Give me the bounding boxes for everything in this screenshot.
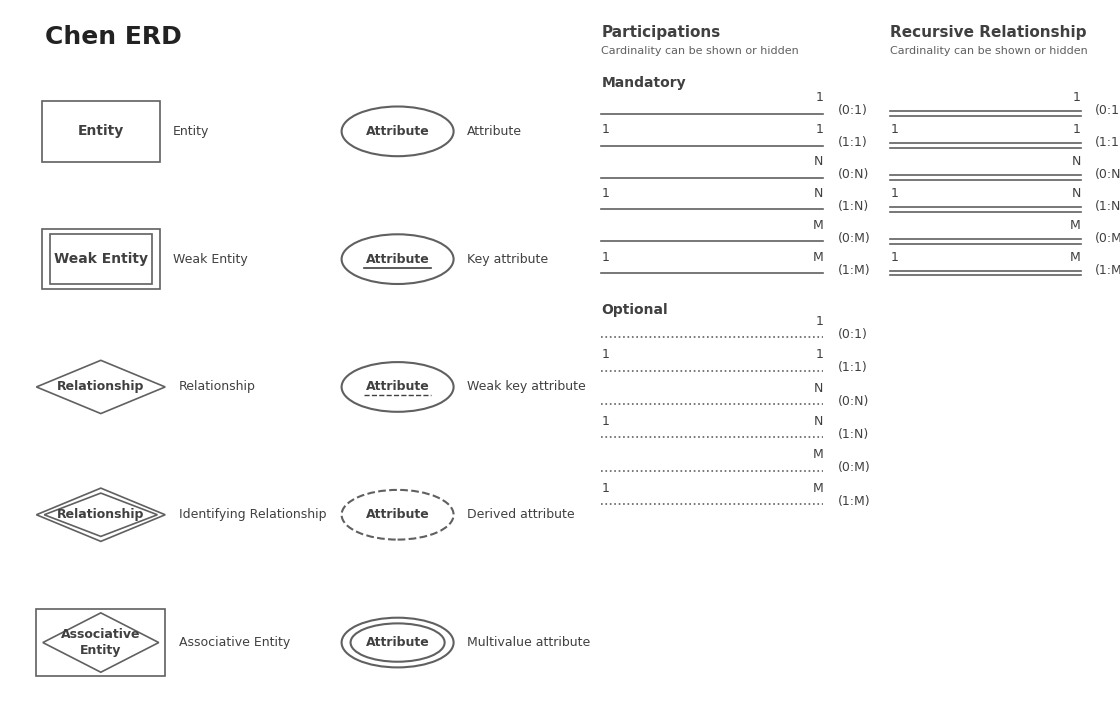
Text: N: N bbox=[814, 155, 823, 168]
Bar bbox=[49, 234, 152, 284]
Text: (1:M): (1:M) bbox=[838, 264, 870, 277]
Text: N: N bbox=[814, 187, 823, 200]
Text: (0:1): (0:1) bbox=[1095, 104, 1120, 117]
Text: 1: 1 bbox=[890, 124, 898, 136]
Polygon shape bbox=[36, 488, 166, 541]
Text: 1: 1 bbox=[890, 187, 898, 200]
Text: M: M bbox=[1070, 251, 1081, 264]
Text: (0:M): (0:M) bbox=[1095, 232, 1120, 245]
Text: (0:N): (0:N) bbox=[838, 168, 869, 181]
Text: (1:N): (1:N) bbox=[1095, 200, 1120, 213]
Text: (0:1): (0:1) bbox=[838, 104, 868, 117]
Text: 1: 1 bbox=[815, 315, 823, 328]
Text: Associative
Entity: Associative Entity bbox=[62, 628, 140, 657]
Text: 1: 1 bbox=[601, 187, 609, 200]
Bar bbox=[36, 608, 166, 676]
Text: (1:N): (1:N) bbox=[838, 428, 869, 441]
Text: Relationship: Relationship bbox=[179, 381, 255, 393]
Text: Mandatory: Mandatory bbox=[601, 76, 687, 90]
Text: 1: 1 bbox=[1073, 92, 1081, 104]
Text: Derived attribute: Derived attribute bbox=[467, 508, 575, 521]
Text: Attribute: Attribute bbox=[467, 125, 522, 138]
Text: Attribute: Attribute bbox=[366, 125, 429, 138]
Text: (1:M): (1:M) bbox=[1095, 264, 1120, 277]
Text: 1: 1 bbox=[815, 349, 823, 361]
Text: Optional: Optional bbox=[601, 303, 668, 317]
Text: Cardinality can be shown or hidden: Cardinality can be shown or hidden bbox=[601, 46, 800, 56]
Text: (1:1): (1:1) bbox=[838, 361, 868, 374]
Text: 1: 1 bbox=[890, 251, 898, 264]
Text: Attribute: Attribute bbox=[366, 636, 429, 649]
Bar bbox=[43, 101, 159, 161]
Text: Chen ERD: Chen ERD bbox=[45, 25, 181, 49]
Text: 1: 1 bbox=[1073, 124, 1081, 136]
Text: Participations: Participations bbox=[601, 25, 720, 40]
Text: (0:1): (0:1) bbox=[838, 328, 868, 341]
Text: Relationship: Relationship bbox=[57, 381, 144, 393]
Text: M: M bbox=[1070, 219, 1081, 232]
Text: (0:N): (0:N) bbox=[838, 395, 869, 408]
Text: Relationship: Relationship bbox=[57, 508, 144, 521]
Text: Attribute: Attribute bbox=[366, 508, 429, 521]
Polygon shape bbox=[36, 360, 166, 413]
Text: M: M bbox=[812, 251, 823, 264]
Text: Weak Entity: Weak Entity bbox=[54, 252, 148, 266]
Text: N: N bbox=[1072, 187, 1081, 200]
Text: 1: 1 bbox=[601, 415, 609, 428]
Text: Key attribute: Key attribute bbox=[467, 253, 548, 266]
Text: Weak Entity: Weak Entity bbox=[172, 253, 248, 266]
Text: N: N bbox=[1072, 155, 1081, 168]
Text: Identifying Relationship: Identifying Relationship bbox=[179, 508, 326, 521]
Text: 1: 1 bbox=[601, 124, 609, 136]
Ellipse shape bbox=[342, 362, 454, 412]
Text: 1: 1 bbox=[601, 349, 609, 361]
Text: 1: 1 bbox=[815, 92, 823, 104]
Text: Recursive Relationship: Recursive Relationship bbox=[890, 25, 1086, 40]
Text: (0:M): (0:M) bbox=[838, 232, 870, 245]
Polygon shape bbox=[44, 493, 157, 537]
Text: 1: 1 bbox=[601, 482, 609, 495]
Text: Multivalue attribute: Multivalue attribute bbox=[467, 636, 590, 649]
Text: (0:M): (0:M) bbox=[838, 462, 870, 474]
Text: (1:N): (1:N) bbox=[838, 200, 869, 213]
Text: N: N bbox=[814, 382, 823, 395]
Text: M: M bbox=[812, 219, 823, 232]
Text: (1:1): (1:1) bbox=[1095, 136, 1120, 149]
Text: Cardinality can be shown or hidden: Cardinality can be shown or hidden bbox=[890, 46, 1089, 56]
Text: Weak key attribute: Weak key attribute bbox=[467, 381, 586, 393]
Text: 1: 1 bbox=[601, 251, 609, 264]
Ellipse shape bbox=[342, 106, 454, 156]
Text: (1:M): (1:M) bbox=[838, 495, 870, 508]
Text: M: M bbox=[812, 482, 823, 495]
Text: M: M bbox=[812, 449, 823, 462]
Ellipse shape bbox=[342, 490, 454, 540]
Ellipse shape bbox=[351, 623, 445, 662]
Text: Entity: Entity bbox=[172, 125, 209, 138]
Text: Attribute: Attribute bbox=[366, 253, 429, 266]
Text: 1: 1 bbox=[815, 124, 823, 136]
Text: (0:N): (0:N) bbox=[1095, 168, 1120, 181]
Text: (1:1): (1:1) bbox=[838, 136, 868, 149]
Ellipse shape bbox=[342, 618, 454, 667]
Text: Entity: Entity bbox=[77, 124, 124, 138]
Text: Associative Entity: Associative Entity bbox=[179, 636, 290, 649]
Text: Attribute: Attribute bbox=[366, 381, 429, 393]
Ellipse shape bbox=[342, 234, 454, 284]
Polygon shape bbox=[43, 613, 159, 672]
Text: N: N bbox=[814, 415, 823, 428]
Bar bbox=[43, 229, 159, 290]
